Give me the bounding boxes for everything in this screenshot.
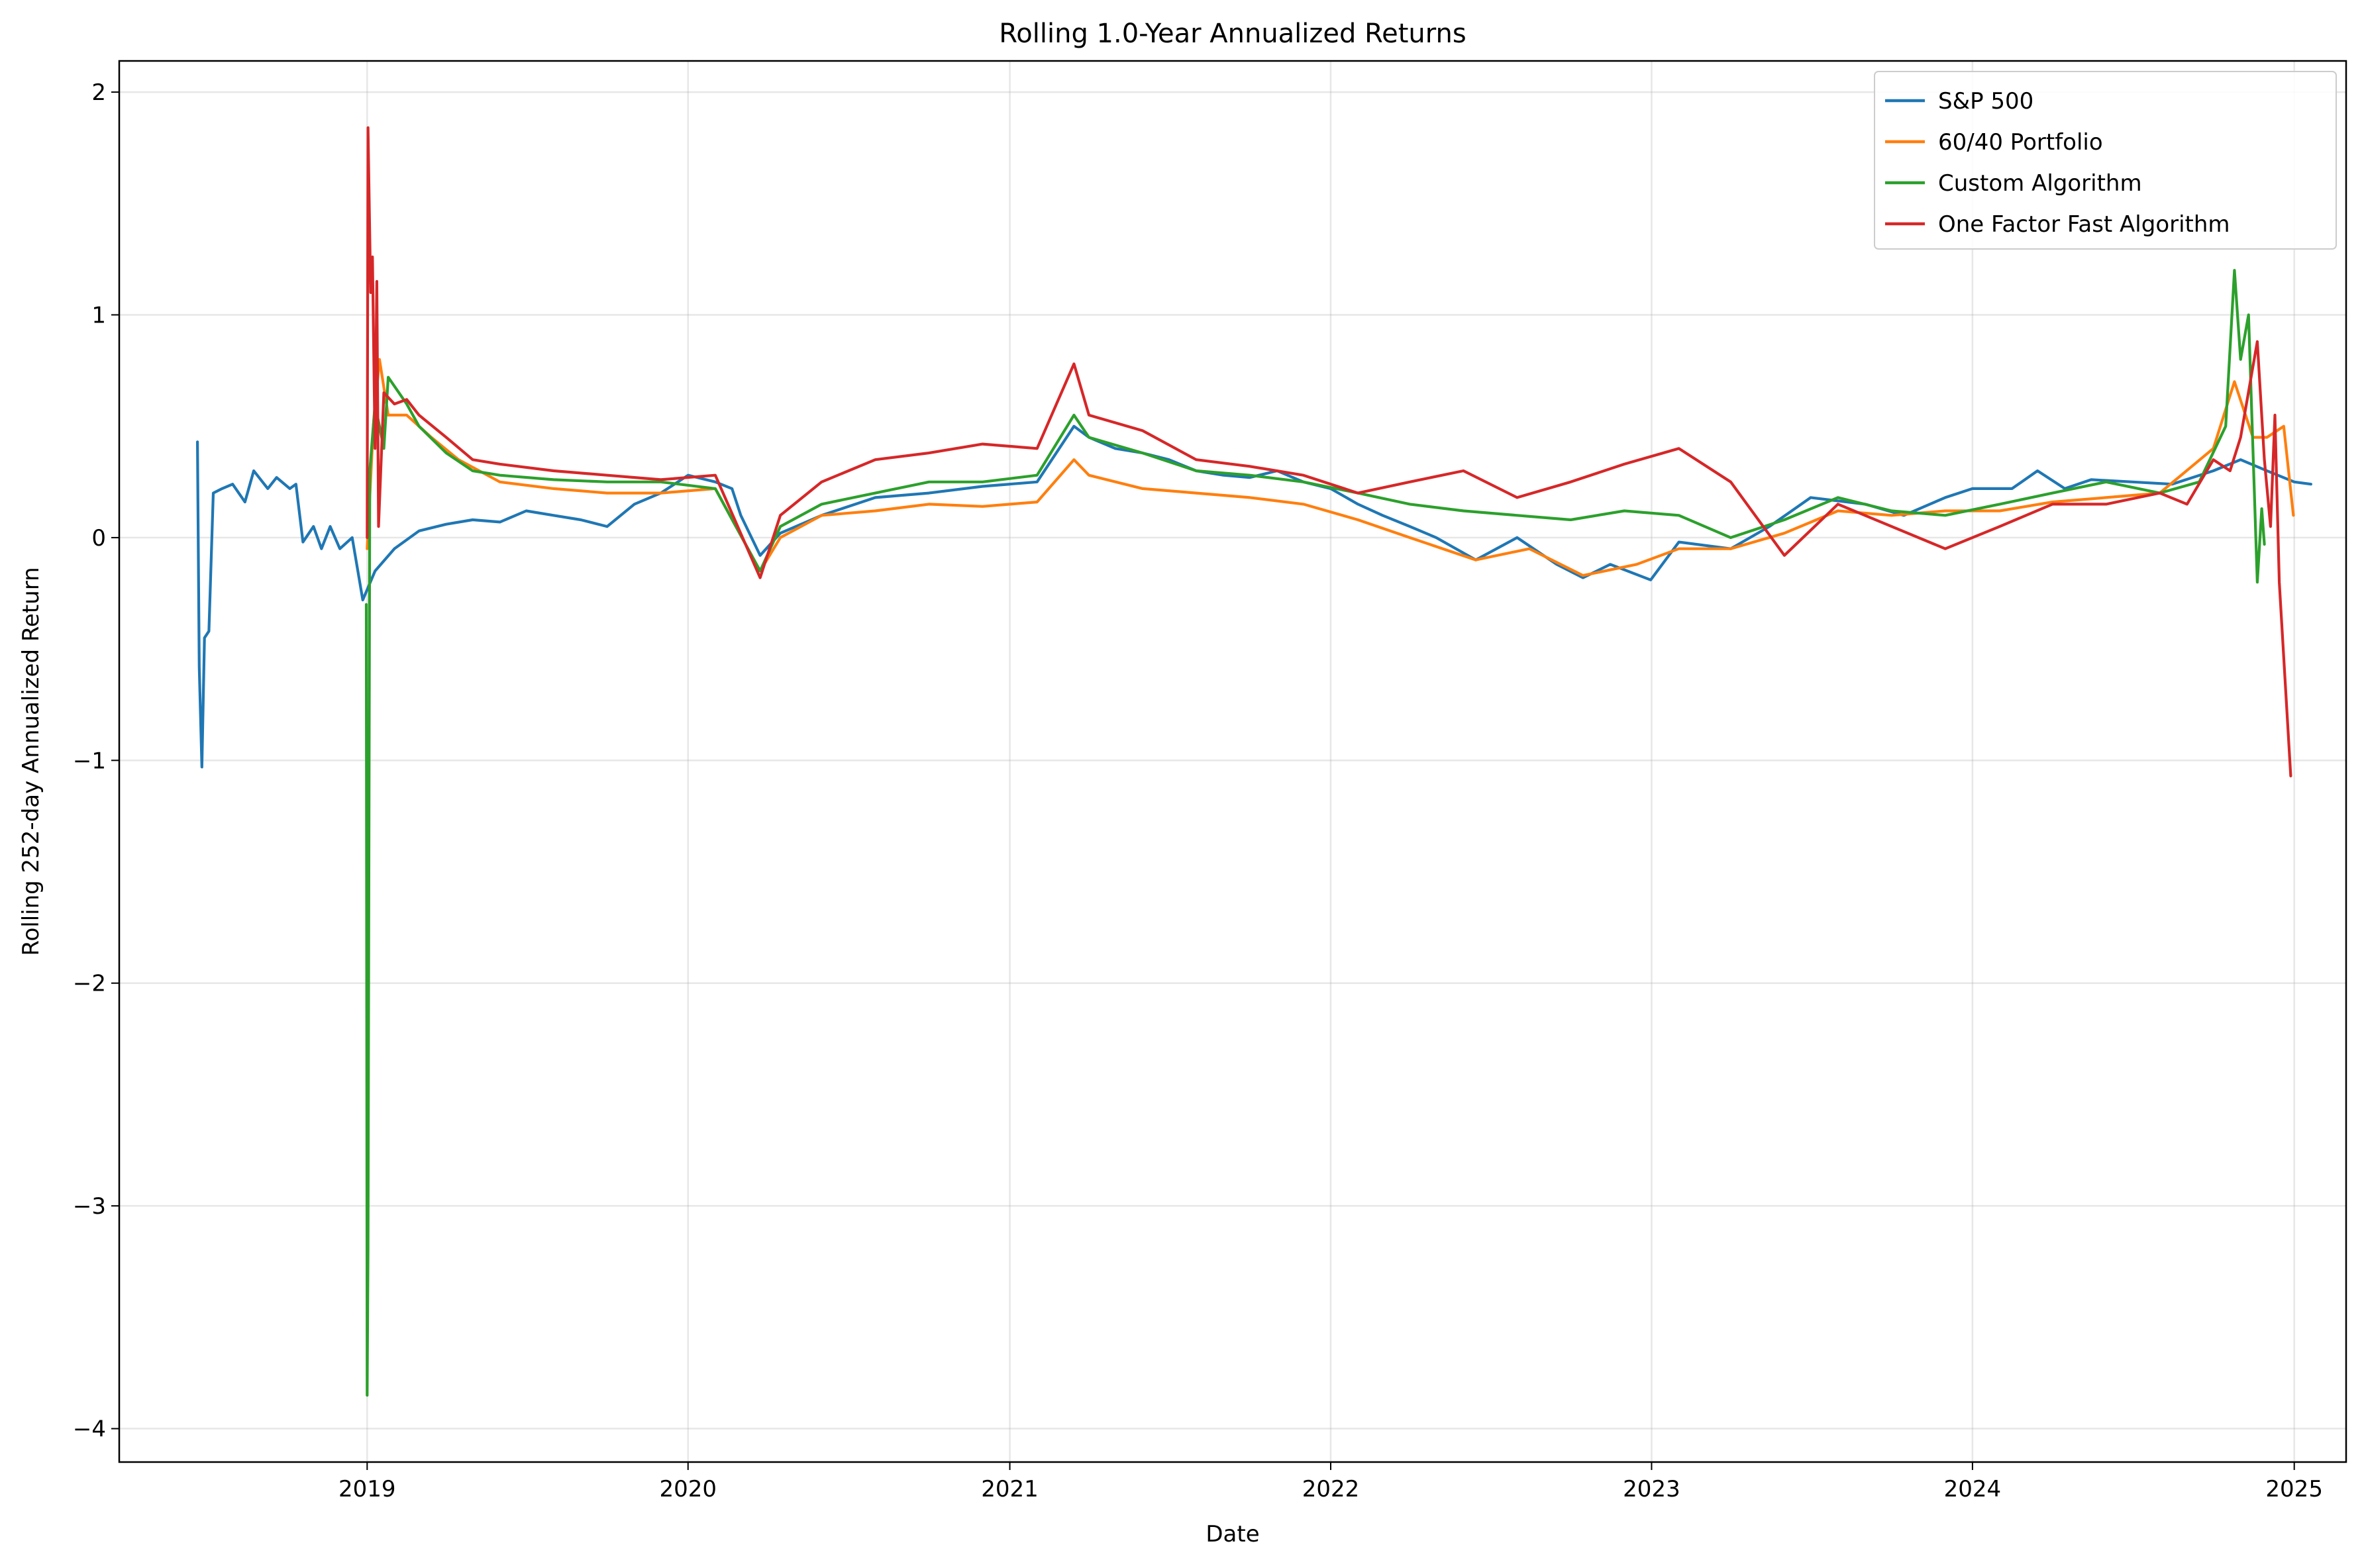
plot-frame [118,60,2347,1463]
legend-label: One Factor Fast Algorithm [1938,211,2230,238]
y-tick-label: −1 [73,748,106,774]
x-tick-label: 2023 [1623,1476,1680,1502]
legend-label: S&P 500 [1938,88,2033,115]
y-tick-label: −4 [73,1416,106,1443]
series-lines [196,126,2312,1397]
legend-label: 60/40 Portfolio [1938,129,2103,156]
y-tick-label: 2 [91,79,106,106]
chart-title: Rolling 1.0-Year Annualized Returns [999,19,1466,49]
legend: S&P 500 60/40 Portfolio Custom Algorithm On… [1874,71,2337,250]
y-tick-label: 0 [91,525,106,552]
x-tick-label: 2019 [338,1476,396,1502]
y-tick-label: 1 [91,303,106,329]
legend-label: Custom Algorithm [1938,170,2142,197]
axis-ticks: 2019 2020 2021 2022 2023 2024 2025 2 1 0 −1 −2 −3 −4 [73,79,2323,1502]
x-tick-label: 2025 [2265,1476,2323,1502]
legend-box [1874,71,2337,250]
series-line-2 [364,269,2266,1397]
series-line-3 [366,126,2292,777]
x-axis-title: Date [1206,1521,1259,1547]
x-tick-label: 2022 [1302,1476,1360,1502]
y-axis-title: Rolling 252-day Annualized Return [18,567,44,956]
series-line-1 [366,358,2295,577]
x-tick-label: 2020 [659,1476,717,1502]
x-tick-label: 2024 [1944,1476,2002,1502]
y-tick-label: −2 [73,971,106,997]
y-tick-label: −3 [73,1193,106,1220]
x-tick-label: 2021 [981,1476,1039,1502]
